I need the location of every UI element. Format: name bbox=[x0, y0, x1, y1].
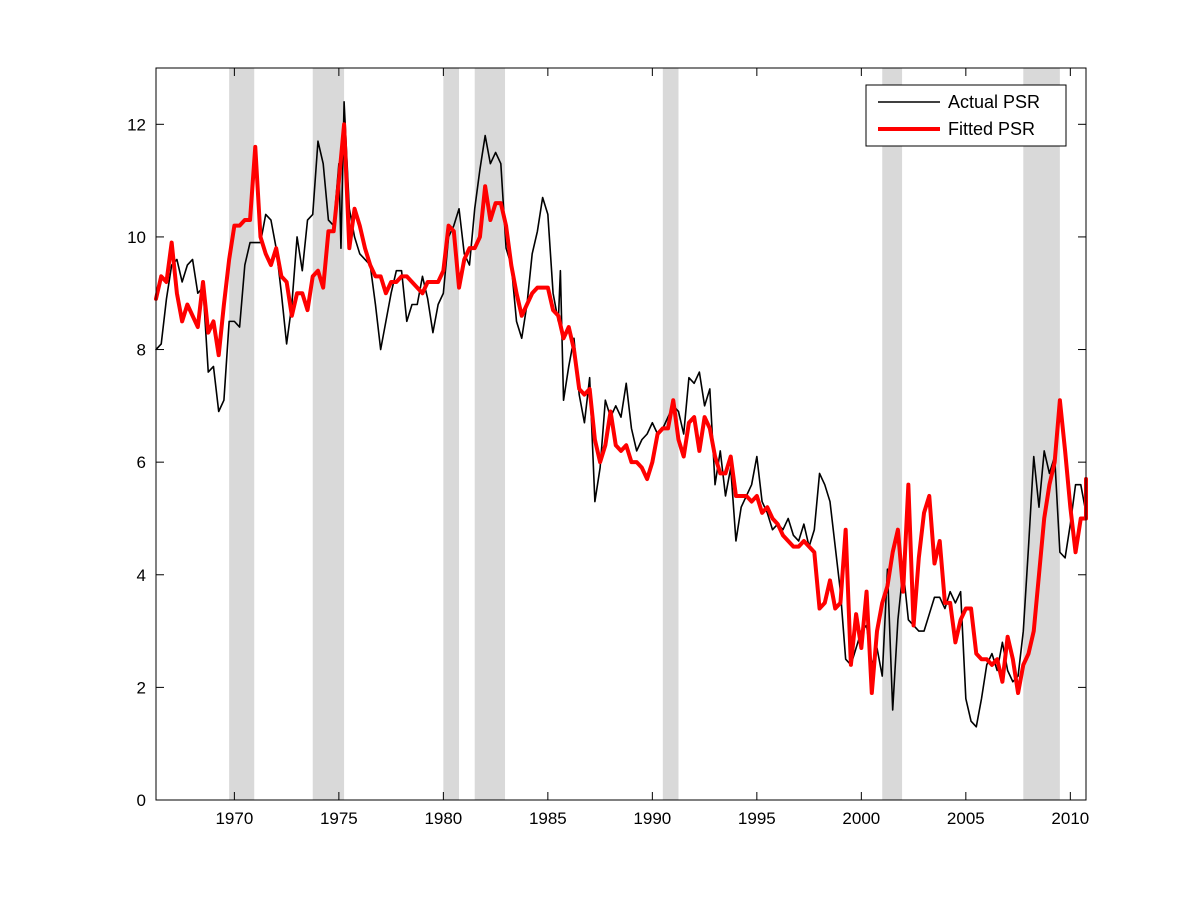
recession-band-3 bbox=[443, 68, 460, 800]
series-lines bbox=[154, 100, 1088, 728]
recession-band-7 bbox=[1023, 68, 1060, 800]
x-tick-label: 2005 bbox=[947, 809, 985, 828]
legend-box bbox=[865, 84, 1067, 147]
y-tick-label: 12 bbox=[127, 115, 146, 134]
legend-label: Actual PSR bbox=[948, 92, 1040, 112]
x-tick-label: 2000 bbox=[842, 809, 880, 828]
x-tick-label: 1980 bbox=[424, 809, 462, 828]
y-tick-label: 4 bbox=[137, 566, 146, 585]
recession-bands bbox=[229, 68, 1060, 800]
x-tick-label: 1970 bbox=[215, 809, 253, 828]
x-tick-label: 1995 bbox=[738, 809, 776, 828]
series-line-fitted-psr bbox=[154, 122, 1088, 696]
y-tick-label: 6 bbox=[137, 453, 146, 472]
y-tick-label: 2 bbox=[137, 678, 146, 697]
recession-band-4 bbox=[474, 68, 506, 800]
series-line-actual-psr bbox=[155, 100, 1087, 728]
x-tick-label: 1975 bbox=[320, 809, 358, 828]
y-tick-label: 10 bbox=[127, 228, 146, 247]
recession-band-6 bbox=[882, 68, 903, 800]
y-tick-label: 8 bbox=[137, 341, 146, 360]
legend-label: Fitted PSR bbox=[948, 119, 1035, 139]
y-tick-label: 0 bbox=[137, 791, 146, 810]
x-tick-label: 1985 bbox=[529, 809, 567, 828]
legend: Actual PSR Fitted PSR bbox=[865, 84, 1067, 147]
y-axis: 0 2 4 6 8 10 12 bbox=[127, 115, 1086, 810]
x-tick-label: 2010 bbox=[1051, 809, 1089, 828]
x-axis: 1970 1975 1980 1985 1990 1995 2000 2005 2010 bbox=[215, 68, 1089, 828]
plot-frame bbox=[155, 67, 1087, 801]
recession-band-1 bbox=[229, 68, 255, 800]
recession-band-5 bbox=[662, 68, 679, 800]
x-tick-label: 1990 bbox=[633, 809, 671, 828]
